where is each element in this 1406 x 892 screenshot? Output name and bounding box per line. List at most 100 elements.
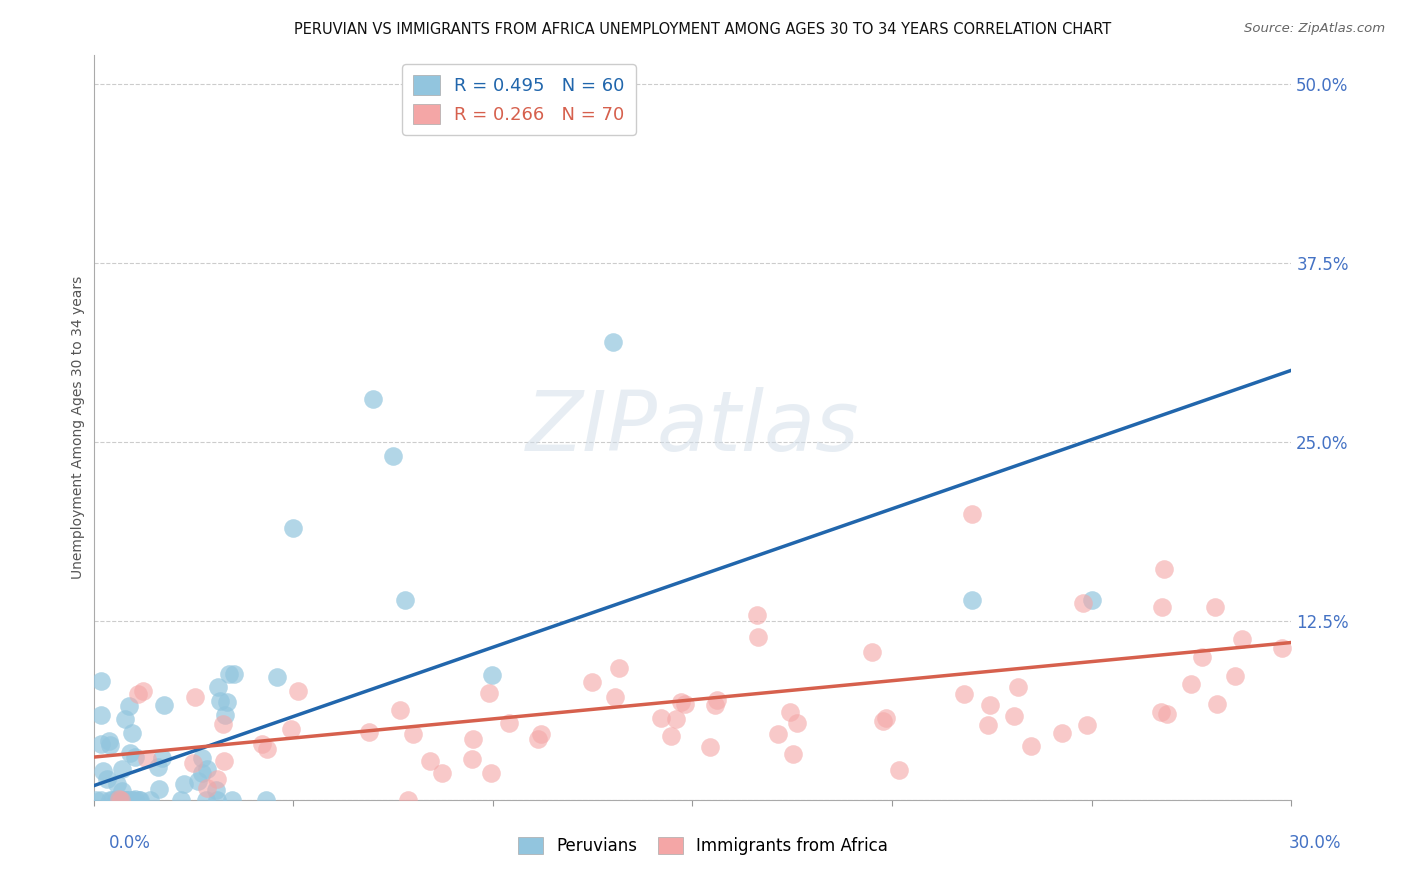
Point [359, 725, 381, 739]
Point [960, 592, 983, 607]
Point [128, 793, 150, 807]
Point [747, 631, 769, 645]
Point [114, 712, 136, 726]
Point [96, 772, 118, 786]
Point [218, 667, 240, 681]
Point [581, 674, 603, 689]
Point [221, 793, 243, 807]
Point [150, 751, 173, 765]
Point [195, 762, 218, 776]
Point [875, 711, 897, 725]
Point [786, 715, 808, 730]
Point [977, 717, 1000, 731]
Point [194, 793, 217, 807]
Point [650, 711, 672, 725]
Text: 0.0%: 0.0% [108, 834, 150, 852]
Point [195, 780, 218, 795]
Point [121, 725, 143, 739]
Point [191, 751, 214, 765]
Point [132, 684, 155, 698]
Point [108, 792, 131, 806]
Point [1150, 600, 1173, 615]
Point [100, 793, 122, 807]
Text: Source: ZipAtlas.com: Source: ZipAtlas.com [1244, 22, 1385, 36]
Point [860, 645, 883, 659]
Point [127, 688, 149, 702]
Point [181, 756, 204, 770]
Point [953, 687, 976, 701]
Point [1180, 676, 1202, 690]
Point [122, 793, 145, 807]
Point [389, 703, 412, 717]
Point [1271, 640, 1294, 655]
Point [665, 712, 688, 726]
Point [659, 730, 682, 744]
Point [280, 723, 302, 737]
Point [673, 697, 696, 711]
Point [191, 765, 214, 780]
Point [117, 793, 139, 807]
Point [603, 690, 626, 704]
Point [430, 766, 453, 780]
Point [419, 754, 441, 768]
Point [124, 792, 146, 806]
Point [706, 692, 728, 706]
Point [607, 661, 630, 675]
Point [146, 760, 169, 774]
Point [118, 698, 141, 713]
Point [170, 793, 193, 807]
Point [211, 717, 233, 731]
Point [90, 673, 112, 688]
Point [215, 695, 238, 709]
Legend: R = 0.495   N = 60, R = 0.266   N = 70: R = 0.495 N = 60, R = 0.266 N = 70 [402, 64, 636, 135]
Point [105, 777, 128, 791]
Point [104, 793, 127, 807]
Point [747, 607, 769, 622]
Point [1002, 709, 1025, 723]
Point [173, 777, 195, 791]
Point [1050, 726, 1073, 740]
Point [872, 714, 894, 728]
Point [91, 764, 114, 778]
Point [1153, 561, 1175, 575]
Point [254, 793, 277, 807]
Point [187, 774, 209, 789]
Point [208, 694, 231, 708]
Legend: Peruvians, Immigrants from Africa: Peruvians, Immigrants from Africa [512, 830, 894, 862]
Point [90, 708, 112, 723]
Point [768, 726, 790, 740]
Point [207, 681, 229, 695]
Point [396, 793, 419, 807]
Point [1149, 705, 1171, 719]
Point [527, 732, 550, 747]
Point [463, 732, 485, 747]
Point [98, 793, 121, 807]
Point [250, 737, 273, 751]
Point [782, 747, 804, 762]
Point [530, 726, 553, 740]
Point [402, 726, 425, 740]
Text: PERUVIAN VS IMMIGRANTS FROM AFRICA UNEMPLOYMENT AMONG AGES 30 TO 34 YEARS CORREL: PERUVIAN VS IMMIGRANTS FROM AFRICA UNEMP… [294, 22, 1112, 37]
Point [1019, 739, 1042, 753]
Point [498, 716, 520, 731]
Point [118, 746, 141, 760]
Point [704, 698, 727, 712]
Point [114, 793, 136, 807]
Point [256, 742, 278, 756]
Point [90, 737, 112, 751]
Point [84, 793, 107, 807]
Point [671, 695, 693, 709]
Point [382, 450, 405, 464]
Point [1076, 718, 1098, 732]
Point [112, 793, 135, 807]
Point [1230, 632, 1253, 646]
Point [111, 762, 134, 776]
Point [602, 334, 624, 349]
Point [98, 738, 121, 752]
Point [1204, 599, 1226, 614]
Point [128, 793, 150, 807]
Point [121, 793, 143, 807]
Point [960, 507, 983, 521]
Point [212, 754, 235, 768]
Point [136, 752, 159, 766]
